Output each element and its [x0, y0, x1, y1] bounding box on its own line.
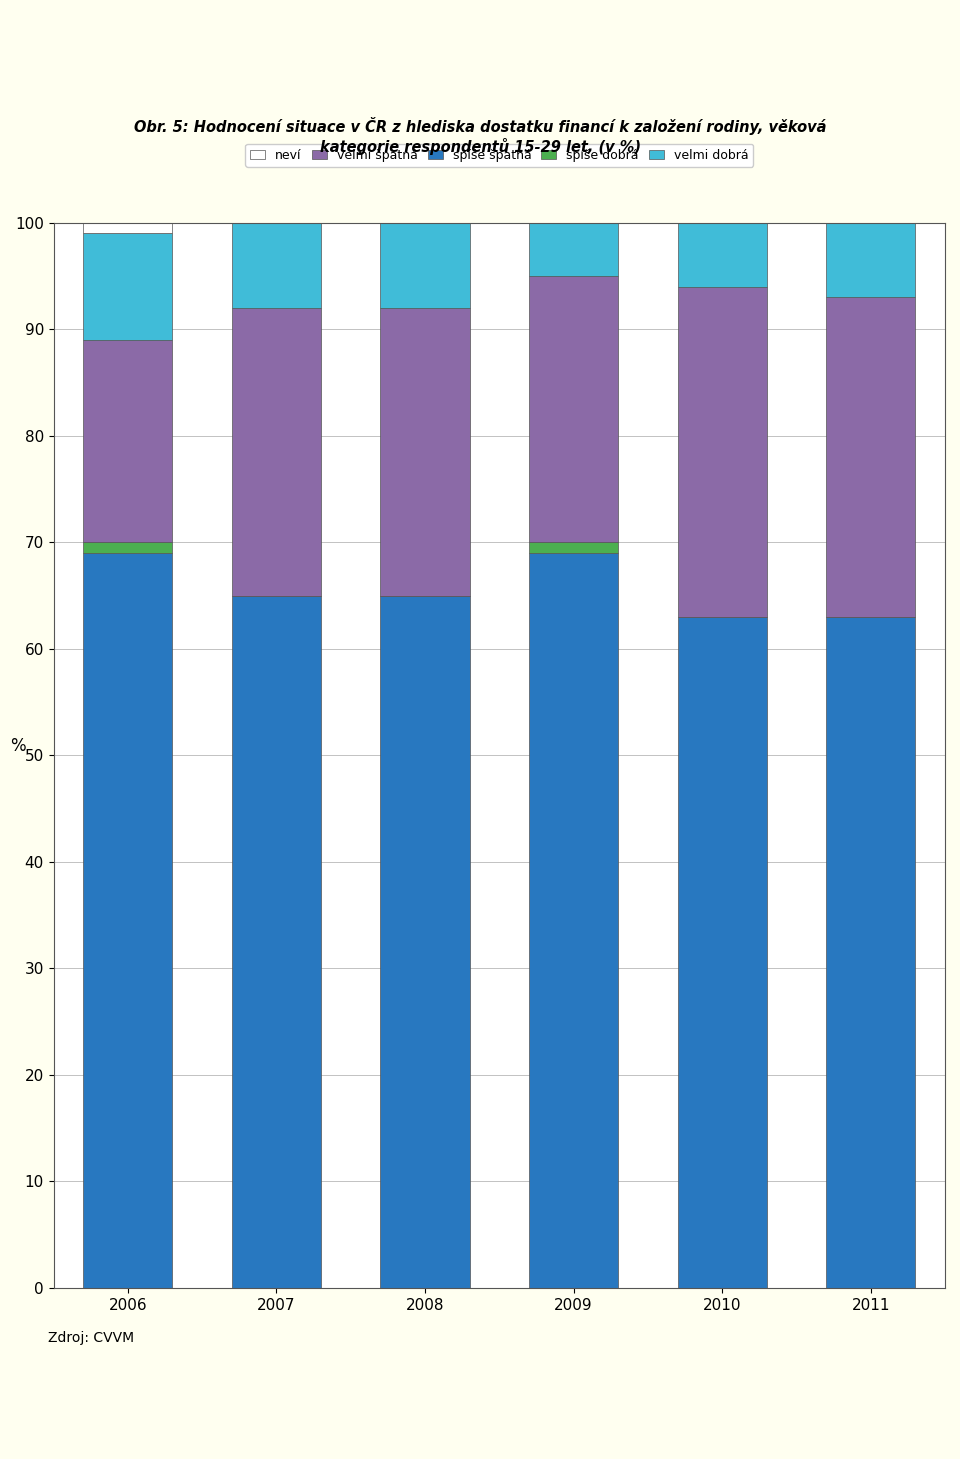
- Bar: [84, 340, 173, 543]
- Bar: [678, 286, 767, 617]
- Bar: [827, 298, 915, 617]
- Bar: [678, 223, 767, 286]
- Bar: [529, 543, 618, 553]
- Bar: [380, 308, 469, 595]
- Bar: [529, 223, 618, 276]
- Text: Zdroj: CVVM: Zdroj: CVVM: [48, 1331, 134, 1345]
- Bar: [232, 308, 321, 595]
- Bar: [84, 543, 173, 553]
- Bar: [84, 553, 173, 1288]
- Legend: neví, velmi špatná, spíše špatná, spíše dobrá, velmi dobrá: neví, velmi špatná, spíše špatná, spíše …: [245, 143, 754, 166]
- Bar: [678, 617, 767, 1288]
- Text: Obr. 5: Hodnocení situace v ČR z hlediska dostatku financí k založení rodiny, vě: Obr. 5: Hodnocení situace v ČR z hledisk…: [133, 117, 827, 155]
- Bar: [84, 233, 173, 340]
- Bar: [827, 617, 915, 1288]
- Bar: [232, 595, 321, 1288]
- Bar: [84, 223, 173, 233]
- Bar: [380, 223, 469, 308]
- Bar: [380, 595, 469, 1288]
- Bar: [827, 223, 915, 298]
- Bar: [232, 223, 321, 308]
- Bar: [529, 553, 618, 1288]
- Bar: [529, 276, 618, 543]
- Y-axis label: %: %: [11, 737, 26, 756]
